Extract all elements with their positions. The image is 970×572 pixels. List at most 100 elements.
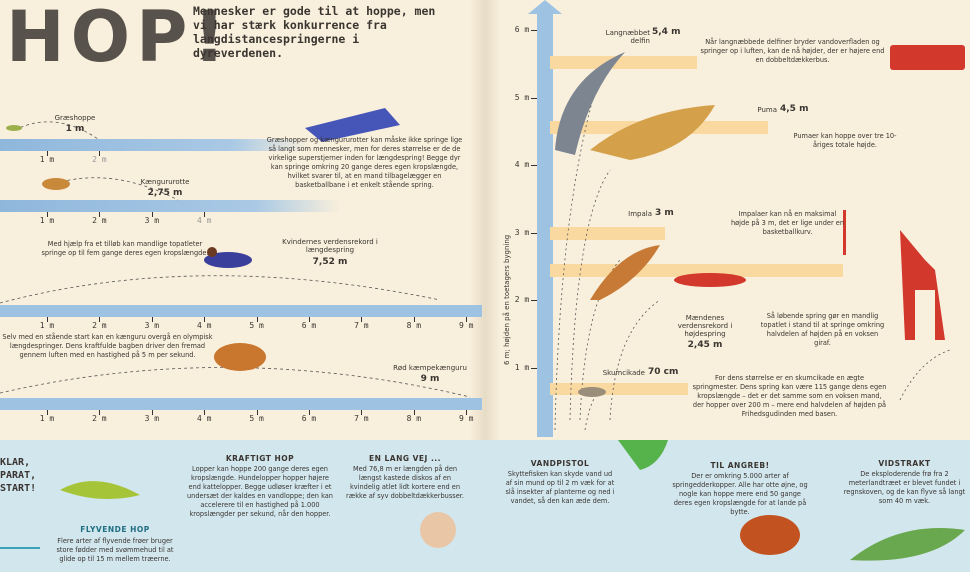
tick-mark	[256, 317, 258, 322]
jumper-height: 3 m	[655, 208, 674, 218]
tick-mark	[99, 410, 101, 415]
tick-mark	[151, 212, 153, 217]
tick-mark	[531, 232, 537, 234]
jumper-label: Impala	[628, 210, 652, 218]
title: HOP!	[6, 0, 232, 78]
tick-label: 7 m	[354, 414, 369, 423]
kangaroo	[214, 343, 266, 371]
tick-label: 1 m	[514, 363, 530, 372]
hoop	[843, 210, 846, 255]
tick-mark	[531, 165, 537, 167]
tick-label: 8 m	[406, 321, 422, 330]
panel-title: VIDSTRAKT	[878, 459, 931, 468]
panel-title: FLYVENDE HOP	[80, 525, 150, 534]
tick-label: 6 m	[301, 321, 317, 330]
tick-mark	[531, 368, 537, 369]
bus	[890, 45, 965, 70]
tick-label: 1 m	[39, 321, 55, 330]
row-distance: 2,75 m	[147, 188, 183, 198]
tick-mark	[47, 317, 48, 322]
tick-mark	[361, 317, 363, 322]
jumper-height: 4,5 m	[780, 104, 809, 114]
tick-label: 4 m	[514, 160, 530, 170]
tick-label: 5 m	[514, 92, 530, 102]
dolphin	[555, 52, 625, 155]
tick-mark	[47, 151, 48, 156]
jumper-label: Langnæbbet delfin	[605, 29, 650, 45]
row-label: Kængururotte	[140, 178, 190, 186]
bottom-heading: KLAR, PARAT, START!	[0, 457, 37, 494]
jumper-label: Mændenes verdensrekord i højdespring	[677, 314, 733, 338]
impala	[590, 245, 660, 300]
tick-label: 4 m	[196, 321, 212, 330]
tick-mark	[531, 30, 537, 31]
jumper-label: Skumcikade	[602, 369, 645, 377]
tick-mark	[151, 410, 153, 415]
tick-mark	[531, 97, 537, 99]
row-distance: 1 m	[65, 124, 85, 134]
jumper-height: 70 cm	[648, 367, 679, 377]
note: Impalaer kan nå en maksimal højde på 3 m…	[730, 210, 845, 236]
giraffe	[900, 230, 945, 340]
row-label: Rød kæmpekænguru	[393, 364, 467, 372]
tick-mark	[466, 317, 468, 322]
panel-text: De eksploderende frø fra 2 meterlandtræe…	[843, 470, 966, 505]
tick-mark	[466, 410, 468, 415]
tick-label: 3 m	[514, 227, 530, 237]
tick-label: 1 m	[39, 414, 55, 423]
tick-label: 3 m	[144, 216, 160, 225]
note: Græshopper og kængururotter kan måske ik…	[266, 136, 463, 189]
tick-mark	[413, 410, 415, 415]
tick-label: 6 m	[301, 414, 317, 423]
tick-mark	[204, 212, 206, 217]
height-arrow	[537, 12, 553, 437]
note: Selv med en stående start kan en kænguru…	[2, 333, 213, 359]
tick-label: 8 m	[406, 414, 422, 423]
long-jumper-head	[207, 247, 217, 257]
jump-bar	[0, 200, 340, 212]
panel-title: KRAFTIGT HOP	[225, 454, 295, 463]
kangaroo-rat	[42, 178, 70, 190]
panel-title: TIL ANGREB!	[710, 461, 770, 470]
row-label: Kvindernes verdensrekord i længdespring	[282, 238, 378, 254]
jumping-spider	[740, 515, 800, 555]
discus-thrower	[420, 512, 456, 548]
panel-title: VANDPISTOL	[530, 459, 590, 468]
tick-mark	[413, 317, 415, 322]
bottom-band	[0, 440, 970, 572]
tick-label: 5 m	[249, 414, 264, 423]
panel-text: Lopper kan hoppe 200 gange deres egen kr…	[187, 465, 333, 518]
panel-text: Skyttefisken kan skyde vand ud af sin mu…	[505, 470, 615, 505]
puma	[590, 105, 715, 160]
grasshopper	[6, 125, 22, 131]
tick-label: 9 m	[458, 414, 474, 423]
tick-label: 4 m	[196, 414, 212, 423]
leaf	[618, 440, 668, 470]
tick-mark	[204, 410, 206, 415]
seed-pod	[850, 528, 965, 561]
jumper-height: 5,4 m	[652, 27, 681, 37]
tick-label: 2 m	[92, 321, 107, 330]
jumper-height: 2,45 m	[687, 340, 723, 350]
panel-text: Flere arter af flyvende frøer bruger sto…	[56, 537, 174, 563]
tick-label: 1 m	[39, 216, 55, 225]
tick-mark	[256, 410, 258, 415]
tick-mark	[309, 410, 310, 415]
tick-label: 6 m	[514, 25, 530, 34]
note: Pumaer kan hoppe over tre 10-åriges tota…	[793, 132, 897, 149]
tick-mark	[47, 410, 48, 415]
court	[305, 108, 400, 142]
tick-label: 2 m	[92, 155, 107, 164]
tick-mark	[99, 151, 101, 156]
jump-bar	[0, 139, 310, 151]
panel-title: EN LANG VEJ ...	[368, 454, 441, 463]
tick-label: 1 m	[39, 155, 55, 164]
jumper-label: Puma	[757, 106, 777, 114]
arrow-head	[528, 0, 562, 14]
jump-bar	[0, 398, 482, 410]
note: Når langnæbbede delfiner bryder vandover…	[700, 38, 885, 64]
tick-label: 3 m	[144, 414, 160, 423]
tick-mark	[309, 317, 310, 322]
